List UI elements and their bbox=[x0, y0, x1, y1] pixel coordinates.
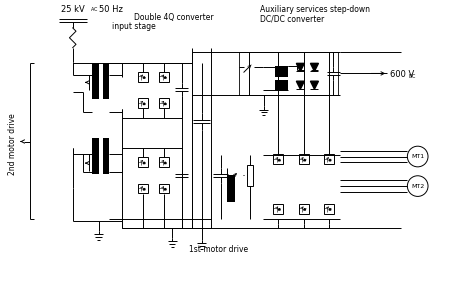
Polygon shape bbox=[278, 159, 280, 161]
Bar bbox=[159, 72, 169, 82]
Bar bbox=[227, 175, 235, 201]
Polygon shape bbox=[329, 209, 331, 210]
Circle shape bbox=[407, 176, 428, 196]
Text: MT2: MT2 bbox=[411, 184, 424, 188]
Polygon shape bbox=[143, 103, 145, 104]
Polygon shape bbox=[164, 188, 166, 190]
Bar bbox=[138, 98, 148, 108]
Bar bbox=[138, 183, 148, 193]
Bar bbox=[159, 157, 169, 167]
Bar bbox=[92, 138, 99, 174]
Polygon shape bbox=[310, 81, 319, 89]
Polygon shape bbox=[329, 159, 331, 161]
Text: DC/DC converter: DC/DC converter bbox=[261, 14, 325, 23]
Bar bbox=[273, 204, 283, 214]
Text: 25 kV: 25 kV bbox=[61, 5, 84, 14]
Bar bbox=[138, 72, 148, 82]
Text: Auxiliary services step-down: Auxiliary services step-down bbox=[261, 5, 371, 14]
Polygon shape bbox=[143, 188, 145, 190]
Polygon shape bbox=[304, 159, 306, 161]
Text: Double 4Q converter: Double 4Q converter bbox=[134, 13, 213, 22]
Bar bbox=[274, 80, 288, 91]
Text: 600 V: 600 V bbox=[390, 70, 414, 79]
Text: $\mathregular{_{AC}}$: $\mathregular{_{AC}}$ bbox=[90, 5, 99, 14]
Bar bbox=[299, 204, 309, 214]
Polygon shape bbox=[143, 77, 145, 78]
Text: 2nd motor drive: 2nd motor drive bbox=[8, 113, 17, 175]
Circle shape bbox=[407, 146, 428, 167]
Bar bbox=[274, 67, 288, 77]
Bar bbox=[103, 138, 109, 174]
Bar bbox=[92, 63, 99, 99]
Polygon shape bbox=[143, 162, 145, 164]
Polygon shape bbox=[296, 63, 304, 71]
Polygon shape bbox=[310, 63, 319, 71]
Polygon shape bbox=[278, 209, 280, 210]
Bar bbox=[324, 204, 334, 214]
Bar bbox=[239, 52, 338, 95]
Bar bbox=[138, 157, 148, 167]
Polygon shape bbox=[164, 103, 166, 104]
Bar bbox=[299, 155, 309, 164]
Bar bbox=[159, 183, 169, 193]
Text: MT1: MT1 bbox=[411, 154, 424, 159]
Text: 1st motor drive: 1st motor drive bbox=[189, 245, 248, 254]
Polygon shape bbox=[164, 77, 166, 78]
Bar bbox=[103, 63, 109, 99]
Polygon shape bbox=[296, 81, 304, 89]
Polygon shape bbox=[164, 162, 166, 164]
Bar bbox=[273, 155, 283, 164]
Polygon shape bbox=[304, 209, 306, 210]
Bar bbox=[247, 165, 253, 186]
Text: $\mathregular{_{DC}}$: $\mathregular{_{DC}}$ bbox=[408, 72, 417, 81]
Bar bbox=[324, 155, 334, 164]
Bar bbox=[159, 98, 169, 108]
Text: input stage: input stage bbox=[112, 22, 155, 31]
Text: 50 Hz: 50 Hz bbox=[99, 5, 122, 14]
